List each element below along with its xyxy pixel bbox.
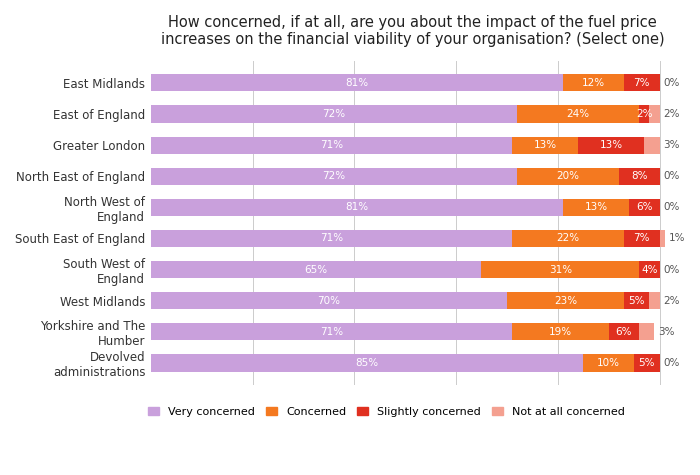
Title: How concerned, if at all, are you about the impact of the fuel price
increases o: How concerned, if at all, are you about … — [161, 15, 664, 48]
Bar — [150, 292, 507, 309]
Bar — [659, 230, 664, 247]
Bar — [639, 261, 659, 278]
Text: 5%: 5% — [629, 296, 645, 306]
Text: 2%: 2% — [664, 296, 680, 306]
Text: 8%: 8% — [631, 171, 648, 181]
Text: 3%: 3% — [664, 140, 680, 150]
Bar — [150, 230, 512, 247]
Bar — [634, 354, 659, 371]
Bar — [150, 354, 583, 371]
Text: 7%: 7% — [634, 234, 650, 244]
Text: 31%: 31% — [549, 265, 572, 275]
Text: 81%: 81% — [345, 78, 368, 88]
Bar — [609, 323, 639, 341]
Text: 13%: 13% — [600, 140, 623, 150]
Bar — [639, 105, 650, 123]
Bar — [517, 168, 619, 185]
Bar — [512, 136, 578, 153]
Bar — [583, 354, 634, 371]
Text: 23%: 23% — [554, 296, 577, 306]
Bar — [150, 74, 563, 91]
Text: 0%: 0% — [664, 202, 680, 212]
Legend: Very concerned, Concerned, Slightly concerned, Not at all concerned: Very concerned, Concerned, Slightly conc… — [144, 402, 629, 421]
Text: 65%: 65% — [304, 265, 328, 275]
Bar — [639, 323, 654, 341]
Text: 6%: 6% — [636, 202, 652, 212]
Text: 72%: 72% — [323, 109, 346, 119]
Bar — [150, 199, 563, 216]
Bar — [150, 136, 512, 153]
Bar — [644, 136, 659, 153]
Bar — [517, 105, 639, 123]
Text: 5%: 5% — [638, 358, 655, 368]
Text: 19%: 19% — [549, 327, 572, 337]
Text: 20%: 20% — [556, 171, 580, 181]
Bar — [650, 105, 659, 123]
Text: 72%: 72% — [323, 171, 346, 181]
Bar — [650, 292, 659, 309]
Bar — [482, 261, 639, 278]
Bar — [512, 323, 609, 341]
Bar — [578, 136, 644, 153]
Bar — [150, 168, 517, 185]
Text: 81%: 81% — [345, 202, 368, 212]
Bar — [512, 230, 624, 247]
Bar — [624, 230, 659, 247]
Bar — [150, 105, 517, 123]
Bar — [624, 74, 659, 91]
Text: 2%: 2% — [636, 109, 652, 119]
Text: 85%: 85% — [356, 358, 379, 368]
Text: 1%: 1% — [668, 234, 685, 244]
Bar — [629, 199, 659, 216]
Text: 24%: 24% — [566, 109, 589, 119]
Text: 4%: 4% — [641, 265, 657, 275]
Bar — [624, 292, 650, 309]
Text: 0%: 0% — [664, 265, 680, 275]
Text: 71%: 71% — [320, 327, 343, 337]
Text: 71%: 71% — [320, 234, 343, 244]
Text: 10%: 10% — [597, 358, 620, 368]
Text: 70%: 70% — [317, 296, 340, 306]
Text: 0%: 0% — [664, 358, 680, 368]
Text: 13%: 13% — [533, 140, 556, 150]
Text: 6%: 6% — [616, 327, 632, 337]
Text: 2%: 2% — [664, 109, 680, 119]
Text: 7%: 7% — [634, 78, 650, 88]
Text: 3%: 3% — [659, 327, 675, 337]
Text: 71%: 71% — [320, 140, 343, 150]
Bar — [507, 292, 624, 309]
Text: 0%: 0% — [664, 78, 680, 88]
Bar — [563, 74, 624, 91]
Text: 22%: 22% — [556, 234, 580, 244]
Bar — [619, 168, 659, 185]
Text: 0%: 0% — [664, 171, 680, 181]
Bar — [150, 261, 482, 278]
Bar — [150, 323, 512, 341]
Bar — [563, 199, 629, 216]
Text: 12%: 12% — [582, 78, 605, 88]
Text: 13%: 13% — [584, 202, 608, 212]
